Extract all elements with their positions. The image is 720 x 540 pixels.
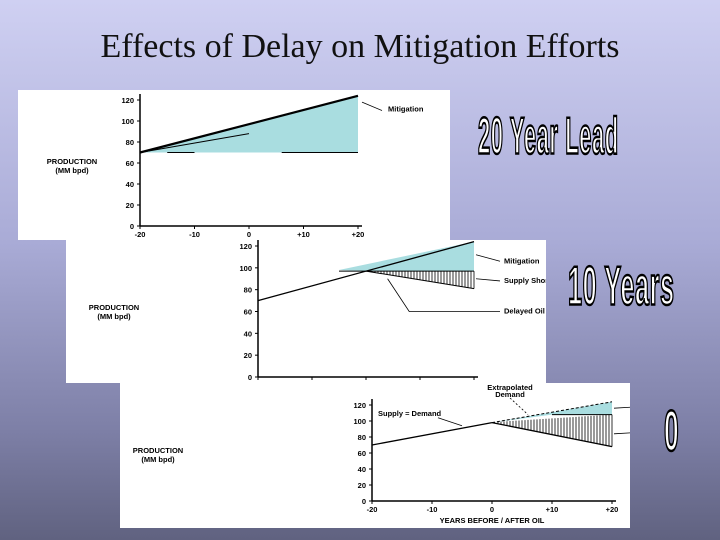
y-tick-label: 120	[239, 242, 252, 251]
delayed-oil-leader	[387, 278, 500, 312]
x-tick-label: -20	[253, 381, 264, 383]
y-tick-label: 100	[353, 417, 366, 426]
y-tick-label: 20	[358, 481, 366, 490]
supply-demand-leader	[437, 417, 463, 427]
x-tick-label: +20	[352, 230, 365, 239]
y-axis-label: PRODUCTION	[89, 303, 139, 312]
mitigation-annotation: Mitigation	[388, 105, 424, 114]
chart-3: 0 20 40 60 80 100 120 -20 -10 0 +10 +20 PRODUCTION(M…	[133, 383, 630, 525]
chart-panel-3: 0 20 40 60 80 100 120 -20 -10 0 +10 +20 PRODUCTION (M…	[120, 383, 630, 528]
y-axis-label-unit: (MM bpd)	[55, 166, 89, 175]
shortfall-leader	[613, 432, 630, 435]
lead-label-20-years: 20 Year Lead	[477, 107, 619, 167]
x-tick-label: -10	[307, 381, 318, 383]
chart-panel-1: 0 20 40 60 80 100 120 -20 -10 0 +10 +20 PRODUCTION (M…	[18, 90, 450, 240]
extrapolated-demand-annotation: Extrapolated	[487, 383, 533, 392]
mitigation-leader	[613, 406, 630, 409]
y-tick-label: 120	[121, 96, 134, 105]
extrapolated-demand-annotation-line2: Demand	[495, 390, 525, 399]
supply-demand-annotation: Supply = Demand	[378, 409, 442, 418]
supply-shortfall-annotation: Supply Shortfall	[504, 276, 546, 285]
x-tick-label: -10	[189, 230, 200, 239]
x-tick-label: +20	[606, 505, 619, 514]
y-tick-label: 120	[353, 401, 366, 410]
y-tick-label: 60	[358, 449, 366, 458]
delayed-oil-annotation: Delayed Oil	[504, 307, 545, 316]
x-tick-label: -10	[427, 505, 438, 514]
y-tick-label: 40	[126, 180, 134, 189]
y-tick-label: 0	[248, 373, 252, 382]
supply-demand-line	[371, 421, 493, 446]
extrapolated-demand-leader	[509, 397, 529, 415]
x-tick-label: +20	[468, 381, 481, 383]
x-tick-label: +10	[546, 505, 559, 514]
chart-1: 0 20 40 60 80 100 120 -20 -10 0 +10 +20 PRODUCTION(M…	[47, 94, 424, 239]
shortfall-leader	[475, 278, 501, 282]
y-tick-label: 40	[244, 329, 252, 338]
y-tick-label: 100	[239, 264, 252, 273]
mitigation-leader	[361, 101, 383, 111]
y-tick-label: 80	[126, 138, 134, 147]
y-tick-label: 20	[244, 351, 252, 360]
y-tick-label: 100	[121, 117, 134, 126]
y-axis-label: PRODUCTION	[133, 446, 183, 455]
x-axis-label: YEARS BEFORE / AFTER OIL	[440, 516, 545, 525]
x-tick-label: 0	[490, 505, 494, 514]
x-tick-label: -20	[135, 230, 146, 239]
y-tick-label: 40	[358, 465, 366, 474]
y-tick-label: 0	[362, 497, 366, 506]
extrapolated-demand-line	[491, 401, 613, 424]
x-tick-label: +10	[414, 381, 427, 383]
mitigation-line	[139, 94, 359, 154]
y-tick-label: 80	[358, 433, 366, 442]
y-axis-label-unit: (MM bpd)	[97, 312, 131, 321]
y-tick-label: 60	[126, 159, 134, 168]
slide-title: Effects of Delay on Mitigation Efforts	[100, 28, 620, 65]
y-tick-label: 20	[126, 201, 134, 210]
supply-demand-line	[139, 133, 250, 153]
delayed-oil-line	[365, 270, 475, 290]
mitigation-area	[339, 241, 474, 272]
oil-line	[491, 421, 613, 448]
lead-label-0: 0	[663, 399, 680, 465]
x-tick-label: -20	[367, 505, 378, 514]
y-axis-label-unit: (MM bpd)	[141, 455, 175, 464]
y-tick-label: 0	[130, 222, 134, 231]
lead-label-10-years: 10 Years	[567, 254, 675, 318]
chart-2: 0 20 40 60 80 100 120 -20 -10 0 +10 +20 PRODUCTION(M…	[89, 240, 546, 383]
chart-panel-2: 0 20 40 60 80 100 120 -20 -10 0 +10 +20 PRODUCTION(M…	[66, 240, 546, 383]
y-tick-label: 60	[244, 308, 252, 317]
x-tick-label: +10	[297, 230, 310, 239]
y-tick-label: 80	[244, 286, 252, 295]
mitigation-annotation: Mitigation	[504, 256, 540, 265]
x-tick-label: 0	[247, 230, 251, 239]
y-axis-label: PRODUCTION	[47, 157, 97, 166]
x-tick-label: 0	[364, 381, 368, 383]
mitigation-leader	[475, 254, 501, 262]
